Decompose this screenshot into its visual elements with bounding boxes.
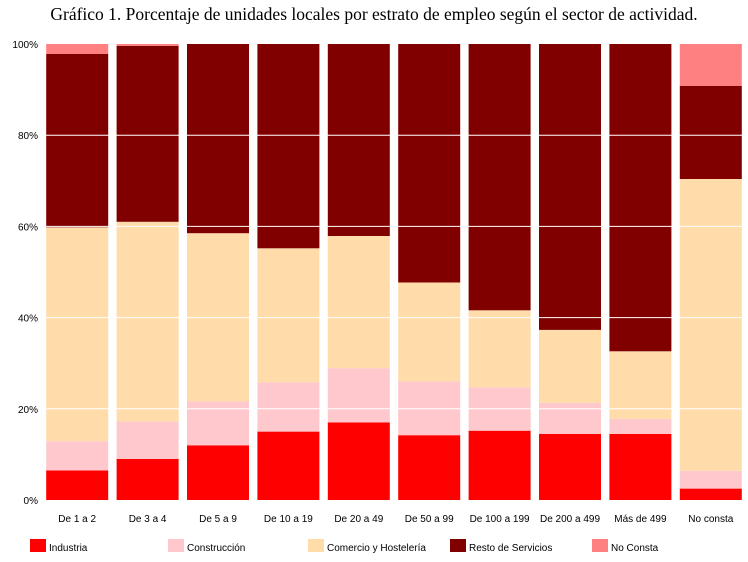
x-tick-label: No consta bbox=[688, 514, 733, 525]
bar-segment-2-1 bbox=[116, 221, 179, 422]
bar-segment-3-4 bbox=[327, 44, 390, 236]
legend: Industria Construcción Comercio y Hosteler… bbox=[30, 539, 659, 554]
bar-segment-3-0 bbox=[46, 54, 109, 228]
bar-segment-3-2 bbox=[187, 44, 249, 234]
x-tick-label: De 1 a 2 bbox=[58, 514, 96, 525]
x-tick-label: De 5 a 9 bbox=[199, 514, 237, 525]
x-tick-label: De 20 a 49 bbox=[334, 514, 383, 525]
bar-segment-0-0 bbox=[46, 470, 109, 500]
bar-segment-0-9 bbox=[679, 488, 742, 500]
legend-swatch bbox=[30, 539, 46, 552]
bar-segment-0-8 bbox=[609, 433, 672, 500]
bar-segment-1-3 bbox=[257, 382, 320, 432]
bars bbox=[46, 44, 742, 500]
y-tick-label: 0% bbox=[24, 496, 39, 507]
legend-swatch bbox=[168, 539, 184, 552]
legend-swatch bbox=[450, 539, 466, 552]
bar-segment-2-0 bbox=[46, 227, 109, 442]
legend-label: Comercio y Hostelería bbox=[327, 543, 426, 554]
bar-segment-0-4 bbox=[327, 422, 390, 500]
bar-segment-0-3 bbox=[257, 431, 320, 500]
bar-segment-3-7 bbox=[539, 44, 601, 330]
x-tick-label: De 10 a 19 bbox=[264, 514, 313, 525]
bar-segment-4-9 bbox=[679, 44, 742, 86]
bar-segment-3-5 bbox=[398, 44, 461, 283]
y-tick-label: 80% bbox=[18, 131, 38, 142]
bar-segment-3-8 bbox=[609, 44, 672, 352]
y-tick-label: 100% bbox=[12, 40, 38, 51]
bar-segment-1-7 bbox=[539, 402, 601, 434]
bar-segment-1-8 bbox=[609, 418, 672, 434]
bar-segment-4-1 bbox=[116, 44, 179, 46]
bar-segment-2-6 bbox=[468, 310, 531, 388]
x-tick-label: De 3 a 4 bbox=[129, 514, 167, 525]
bar-segment-1-0 bbox=[46, 441, 109, 471]
x-tick-label: De 100 a 199 bbox=[470, 514, 530, 525]
legend-label: Resto de Servicios bbox=[469, 543, 552, 554]
bar-segment-2-8 bbox=[609, 351, 672, 419]
y-axis-ticks: 0% 20% 40% 60% 80% 100% bbox=[12, 40, 38, 507]
bar-segment-4-0 bbox=[46, 44, 109, 54]
x-tick-label: De 200 a 499 bbox=[540, 514, 600, 525]
x-axis-ticks: De 1 a 2 De 3 a 4 De 5 a 9 De 10 a 19 De 20 … bbox=[58, 514, 733, 525]
bar-segment-3-9 bbox=[679, 86, 742, 179]
bar-segment-3-1 bbox=[116, 45, 179, 222]
y-tick-label: 40% bbox=[18, 314, 38, 325]
bar-segment-2-7 bbox=[539, 329, 601, 403]
bar-segment-2-5 bbox=[398, 282, 461, 382]
bar-segment-0-5 bbox=[398, 435, 461, 500]
bar-segment-2-3 bbox=[257, 248, 320, 383]
x-tick-label: De 50 a 99 bbox=[405, 514, 454, 525]
legend-label: No Consta bbox=[611, 543, 659, 554]
gridlines-overlay bbox=[42, 134, 746, 410]
legend-label: Construcción bbox=[187, 543, 245, 554]
bar-segment-0-2 bbox=[187, 445, 249, 500]
bar-segment-1-1 bbox=[116, 421, 179, 459]
legend-label: Industria bbox=[49, 543, 88, 554]
legend-swatch bbox=[592, 539, 608, 552]
bar-segment-3-6 bbox=[468, 44, 531, 311]
bar-segment-1-2 bbox=[187, 401, 249, 446]
legend-swatch bbox=[308, 539, 324, 552]
bar-segment-0-7 bbox=[539, 433, 601, 500]
bar-segment-3-3 bbox=[257, 44, 320, 249]
y-tick-label: 60% bbox=[18, 222, 38, 233]
chart-title: Gráfico 1. Porcentaje de unidades locale… bbox=[50, 4, 698, 24]
bar-segment-1-4 bbox=[327, 368, 390, 423]
bar-segment-2-4 bbox=[327, 236, 390, 369]
bar-segment-0-6 bbox=[468, 430, 531, 500]
bar-segment-1-9 bbox=[679, 470, 742, 489]
bar-segment-0-1 bbox=[116, 459, 179, 500]
y-tick-label: 20% bbox=[18, 405, 38, 416]
bar-segment-2-9 bbox=[679, 179, 742, 471]
x-tick-label: Más de 499 bbox=[614, 514, 667, 525]
